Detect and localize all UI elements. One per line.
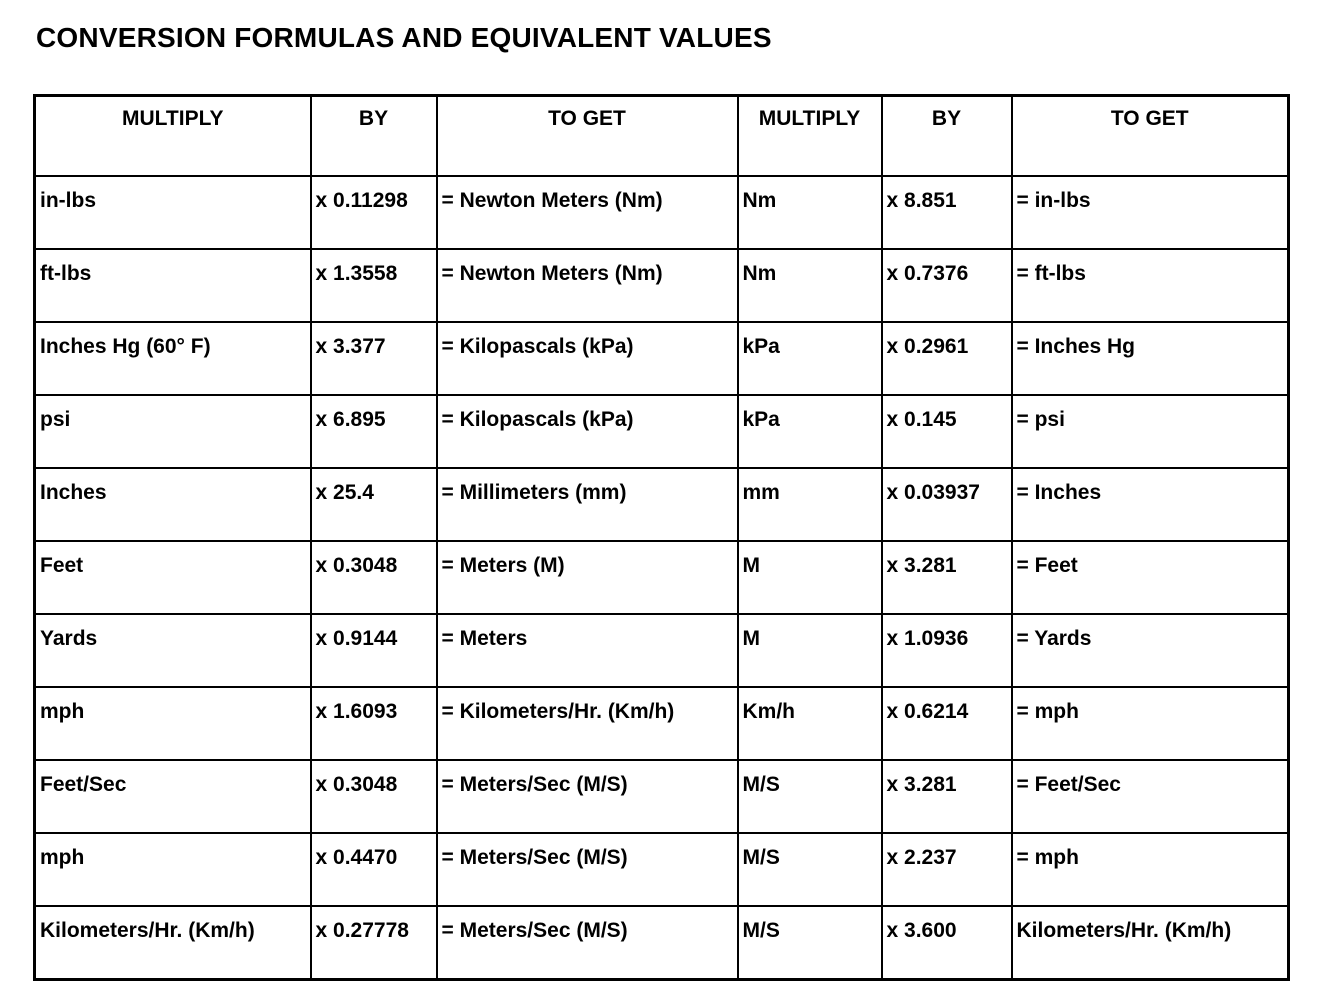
table-cell: x 1.3558 <box>309 248 438 323</box>
table-cell: x 0.7376 <box>880 248 1013 323</box>
table-cell: psi <box>33 394 312 469</box>
table-cell: x 3.281 <box>880 759 1013 834</box>
table-cell: Yards <box>33 613 312 688</box>
column-header-by-right: BY <box>880 94 1013 177</box>
table-cell: x 2.237 <box>880 832 1013 907</box>
table-cell: = Meters <box>435 613 739 688</box>
table-cell: x 1.6093 <box>309 686 438 761</box>
table-cell: x 0.9144 <box>309 613 438 688</box>
table-cell: Kilometers/Hr. (Km/h) <box>1010 905 1290 981</box>
table-cell: x 1.0936 <box>880 613 1013 688</box>
table-cell: = Newton Meters (Nm) <box>435 248 739 323</box>
table-row: mph x 1.6093 = Kilometers/Hr. (Km/h) Km/h x … <box>33 686 1290 761</box>
table-cell: M/S <box>736 759 883 834</box>
table-cell: Nm <box>736 175 883 250</box>
table-row: mph x 0.4470 = Meters/Sec (M/S) M/S x 2.237 =… <box>33 832 1290 907</box>
column-header-multiply-left: MULTIPLY <box>33 94 312 177</box>
table-cell: x 0.03937 <box>880 467 1013 542</box>
table-cell: x 0.27778 <box>309 905 438 981</box>
table-cell: mph <box>33 832 312 907</box>
table-cell: = ft-lbs <box>1010 248 1290 323</box>
table-row: psi x 6.895 = Kilopascals (kPa) kPa x 0.145 =… <box>33 394 1290 469</box>
table-cell: = Meters/Sec (M/S) <box>435 905 739 981</box>
conversion-table-body: in-lbs x 0.11298 = Newton Meters (Nm) Nm x 8… <box>33 175 1290 981</box>
table-row: Feet/Sec x 0.3048 = Meters/Sec (M/S) M/S x 3… <box>33 759 1290 834</box>
table-cell: x 0.2961 <box>880 321 1013 396</box>
table-cell: Inches Hg (60° F) <box>33 321 312 396</box>
column-header-by-left: BY <box>309 94 438 177</box>
table-cell: Inches <box>33 467 312 542</box>
table-cell: = Kilopascals (kPa) <box>435 394 739 469</box>
table-cell: = mph <box>1010 686 1290 761</box>
table-cell: x 25.4 <box>309 467 438 542</box>
table-cell: x 0.3048 <box>309 540 438 615</box>
table-cell: x 0.145 <box>880 394 1013 469</box>
table-cell: = Feet/Sec <box>1010 759 1290 834</box>
table-row: Inches x 25.4 = Millimeters (mm) mm x 0.0393… <box>33 467 1290 542</box>
table-cell: = Meters/Sec (M/S) <box>435 759 739 834</box>
table-cell: M/S <box>736 832 883 907</box>
table-cell: kPa <box>736 321 883 396</box>
column-header-toget-left: TO GET <box>435 94 739 177</box>
table-cell: = Newton Meters (Nm) <box>435 175 739 250</box>
table-cell: = Millimeters (mm) <box>435 467 739 542</box>
column-header-toget-right: TO GET <box>1010 94 1290 177</box>
table-cell: kPa <box>736 394 883 469</box>
table-cell: M <box>736 540 883 615</box>
table-cell: = Meters/Sec (M/S) <box>435 832 739 907</box>
table-row: ft-lbs x 1.3558 = Newton Meters (Nm) Nm x 0.… <box>33 248 1290 323</box>
table-cell: mm <box>736 467 883 542</box>
table-cell: Km/h <box>736 686 883 761</box>
table-row: in-lbs x 0.11298 = Newton Meters (Nm) Nm x 8… <box>33 175 1290 250</box>
table-cell: x 0.4470 <box>309 832 438 907</box>
table-cell: M <box>736 613 883 688</box>
table-cell: in-lbs <box>33 175 312 250</box>
table-header-row: MULTIPLY BY TO GET MULTIPLY BY TO GET <box>33 94 1290 177</box>
table-cell: = Yards <box>1010 613 1290 688</box>
table-cell: x 3.600 <box>880 905 1013 981</box>
table-cell: = psi <box>1010 394 1290 469</box>
table-cell: Kilometers/Hr. (Km/h) <box>33 905 312 981</box>
table-cell: = Feet <box>1010 540 1290 615</box>
table-cell: x 3.281 <box>880 540 1013 615</box>
table-cell: x 6.895 <box>309 394 438 469</box>
table-cell: x 3.377 <box>309 321 438 396</box>
table-cell: x 8.851 <box>880 175 1013 250</box>
table-cell: = Meters (M) <box>435 540 739 615</box>
table-cell: x 0.11298 <box>309 175 438 250</box>
column-header-multiply-right: MULTIPLY <box>736 94 883 177</box>
table-cell: = Inches <box>1010 467 1290 542</box>
table-row: Inches Hg (60° F) x 3.377 = Kilopascals (k… <box>33 321 1290 396</box>
table-cell: ft-lbs <box>33 248 312 323</box>
table-cell: x 0.6214 <box>880 686 1013 761</box>
table-cell: M/S <box>736 905 883 981</box>
table-cell: = in-lbs <box>1010 175 1290 250</box>
page-title: CONVERSION FORMULAS AND EQUIVALENT VALUE… <box>36 22 772 53</box>
table-row: Kilometers/Hr. (Km/h) x 0.27778 = Meters/S… <box>33 905 1290 981</box>
table-cell: = Kilopascals (kPa) <box>435 321 739 396</box>
table-cell: = Inches Hg <box>1010 321 1290 396</box>
table-cell: mph <box>33 686 312 761</box>
table-cell: = Kilometers/Hr. (Km/h) <box>435 686 739 761</box>
table-cell: Feet/Sec <box>33 759 312 834</box>
table-cell: Nm <box>736 248 883 323</box>
conversion-table: MULTIPLY BY TO GET MULTIPLY BY TO GET in… <box>33 94 1290 981</box>
table-cell: x 0.3048 <box>309 759 438 834</box>
table-cell: = mph <box>1010 832 1290 907</box>
table-cell: Feet <box>33 540 312 615</box>
